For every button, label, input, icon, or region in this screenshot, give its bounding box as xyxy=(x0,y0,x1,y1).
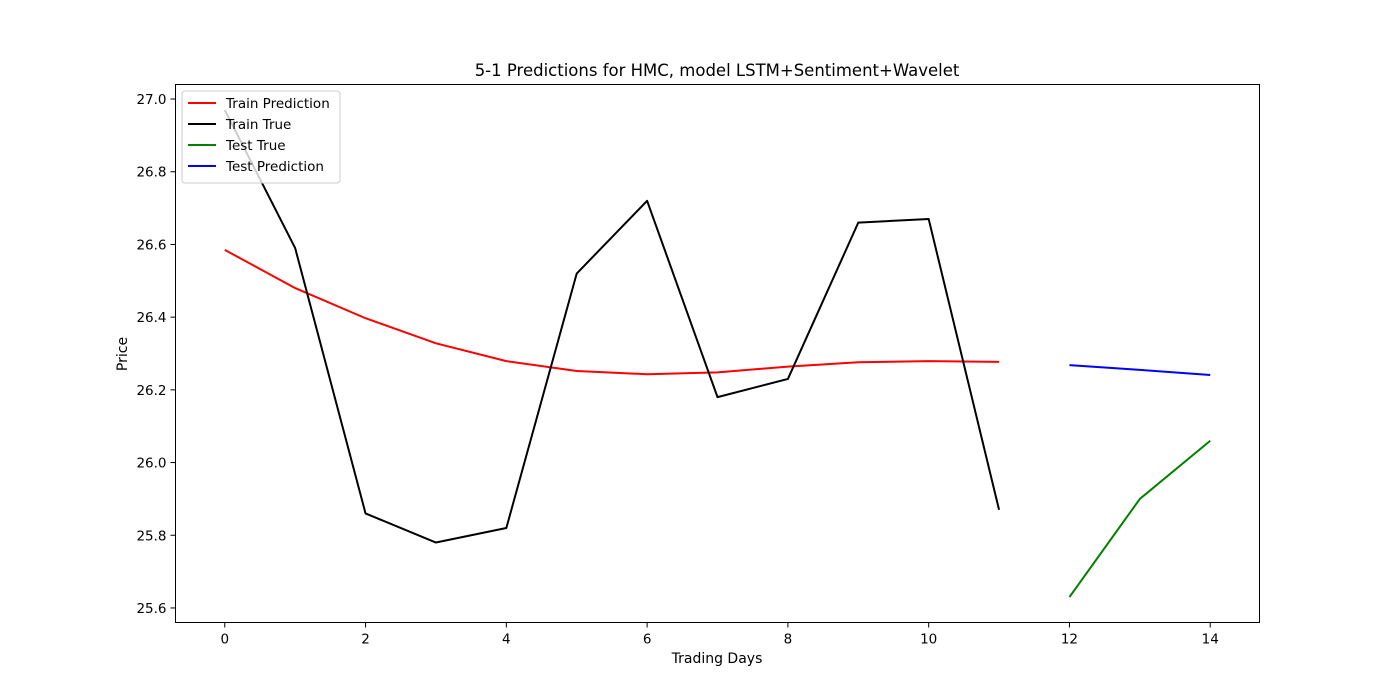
y-tick-label: 26.0 xyxy=(136,456,166,472)
y-tick-label: 27.0 xyxy=(136,92,166,108)
plot-area xyxy=(175,84,1260,623)
legend: Train Prediction Train True Test True Test … xyxy=(181,90,341,184)
y-tick-label: 25.8 xyxy=(136,528,166,544)
series-line-train-prediction xyxy=(224,249,1000,376)
plot-frame xyxy=(175,84,1260,623)
x-axis: 0 2 4 6 8 10 12 14 xyxy=(220,622,1219,648)
series-layer xyxy=(223,109,1211,598)
x-tick-label: 2 xyxy=(361,632,370,648)
legend-label-train-true: Train True xyxy=(225,117,291,133)
series-line-test-prediction xyxy=(1069,364,1211,376)
x-tick-label: 14 xyxy=(1202,632,1219,648)
x-tick-label: 4 xyxy=(502,632,511,648)
y-tick-label: 25.6 xyxy=(136,601,166,617)
legend-box xyxy=(181,90,341,184)
legend-label-test-true: Test True xyxy=(225,138,286,154)
y-tick-label: 26.4 xyxy=(136,310,166,326)
y-axis-label: Price xyxy=(115,337,131,371)
y-axis: 25.6 25.8 26.0 26.2 26.4 26.6 26.8 27.0 xyxy=(136,92,176,617)
x-tick-label: 8 xyxy=(784,632,793,648)
y-tick-label: 26.8 xyxy=(136,165,166,181)
series-line-test-true xyxy=(1068,439,1211,598)
series-line-train-true xyxy=(223,109,1001,544)
y-tick-label: 26.6 xyxy=(136,237,166,253)
legend-label-train-prediction: Train Prediction xyxy=(225,96,330,112)
x-axis-label: Trading Days xyxy=(671,651,763,667)
x-tick-label: 6 xyxy=(643,632,652,648)
legend-label-test-prediction: Test Prediction xyxy=(225,159,324,175)
x-tick-label: 12 xyxy=(1061,632,1078,648)
chart-title: 5-1 Predictions for HMC, model LSTM+Sent… xyxy=(475,61,960,80)
x-tick-label: 0 xyxy=(220,632,229,648)
x-tick-label: 10 xyxy=(920,632,937,648)
y-tick-label: 26.2 xyxy=(136,383,166,399)
